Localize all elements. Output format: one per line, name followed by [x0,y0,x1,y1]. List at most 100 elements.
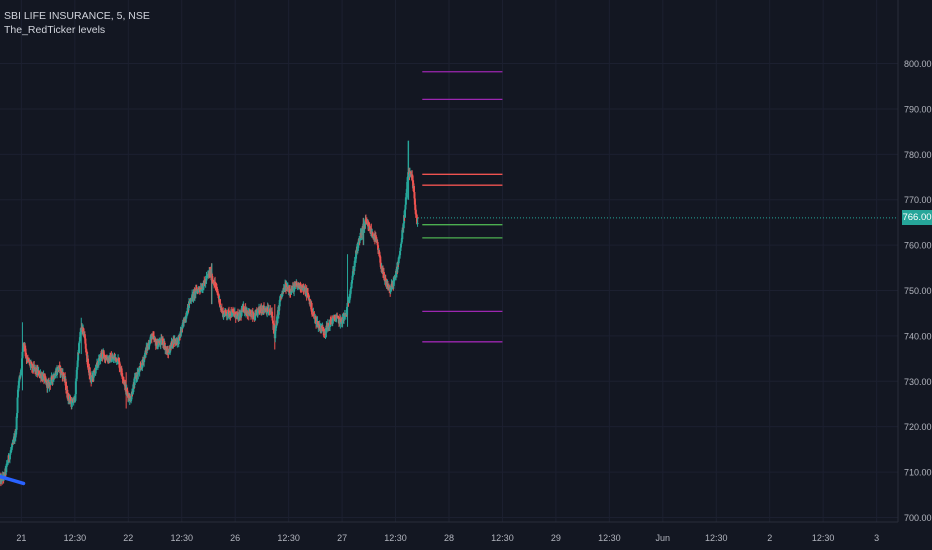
candle-body [399,251,402,256]
candle-body [19,373,22,377]
candle-body [16,397,19,413]
candle-body [138,368,141,372]
candle-body [118,361,121,368]
candle-body [400,242,403,245]
candle-body [78,343,81,353]
candle-body [412,186,415,193]
candle-body [84,343,87,349]
x-tick-label: 21 [16,533,26,543]
x-tick-label: 2 [767,533,772,543]
candle-body [289,289,292,293]
candle-body [9,452,12,455]
chart-legend: SBI LIFE INSURANCE, 5, NSE The_RedTicker… [4,9,150,37]
candle-body [219,299,222,307]
x-tick-label: 3 [874,533,879,543]
candle-body [67,393,70,399]
x-tick-label: 12:30 [64,533,87,543]
candle-body [177,337,180,345]
candle-body [78,341,81,344]
candle-body [403,209,406,218]
candle-body [351,271,354,277]
indicator-label[interactable]: The_RedTicker levels [4,24,106,36]
candle-body [404,204,407,210]
candle-body [15,416,18,430]
candle-body [117,358,120,361]
candle-body [404,197,407,205]
candle-body [66,389,69,398]
x-tick-label: 12:30 [384,533,407,543]
candle-body [185,315,188,317]
candle-body [315,318,318,325]
x-tick-label: Jun [656,533,671,543]
candle-body [399,247,402,252]
candle-body [110,359,113,362]
candle-body [72,402,75,404]
candle-body [350,286,353,289]
x-tick-label: 28 [444,533,454,543]
candle-body [129,396,132,399]
candle-body [169,349,172,353]
y-tick-label: 750.00 [904,286,932,296]
candle-body [226,315,229,317]
candle-body [271,320,274,324]
candle-body [340,318,343,323]
candle-body [65,381,68,391]
candle-body [405,189,408,198]
candle-body [240,310,243,316]
candle-body [414,204,417,211]
candle-body [186,307,189,314]
candle-body [293,286,296,292]
candle-body [203,280,206,283]
y-tick-label: 700.00 [904,513,932,523]
candle-body [415,213,418,215]
candle-body [114,357,117,359]
candle-body [38,370,41,376]
candle-body [382,271,385,275]
y-tick-label: 780.00 [904,150,932,160]
candle-body [411,174,414,180]
candle-body [16,389,19,398]
candle-body [231,310,234,316]
x-tick-label: 12:30 [705,533,728,543]
y-tick-label: 790.00 [904,104,932,114]
y-tick-label: 770.00 [904,195,932,205]
candle-body [137,371,140,375]
candle-body [400,239,403,243]
candle-body [188,300,191,304]
candle-body [276,314,279,324]
candle-body [214,281,217,286]
candle-body [103,354,106,356]
candle-body [151,336,154,339]
symbol-title[interactable]: SBI LIFE INSURANCE, 5, NSE [4,10,150,22]
candle-body [254,313,257,321]
candle-body [181,323,184,328]
candle-body [74,381,77,395]
x-tick-label: 12:30 [277,533,300,543]
x-tick-label: 12:30 [598,533,621,543]
x-tick-label: 12:30 [170,533,193,543]
x-tick-label: 12:30 [491,533,514,543]
candle-body [347,301,350,303]
candle-body [120,368,123,374]
candle-body [157,343,160,346]
candle-body [280,293,283,297]
x-tick-label: 26 [230,533,240,543]
candle-body [254,312,257,315]
x-tick-label: 12:30 [812,533,835,543]
candle-body [51,378,54,382]
candle-body [237,314,240,321]
candle-body [131,391,134,394]
candle-body [406,182,409,190]
candle-body [337,315,340,318]
candle-body [186,313,189,316]
candle-body [5,465,8,472]
candle-body [355,250,358,259]
candle-body [351,280,354,284]
candle-body [401,230,404,240]
trend-line [0,474,26,486]
candle-body [70,401,73,407]
y-tick-label: 800.00 [904,59,932,69]
